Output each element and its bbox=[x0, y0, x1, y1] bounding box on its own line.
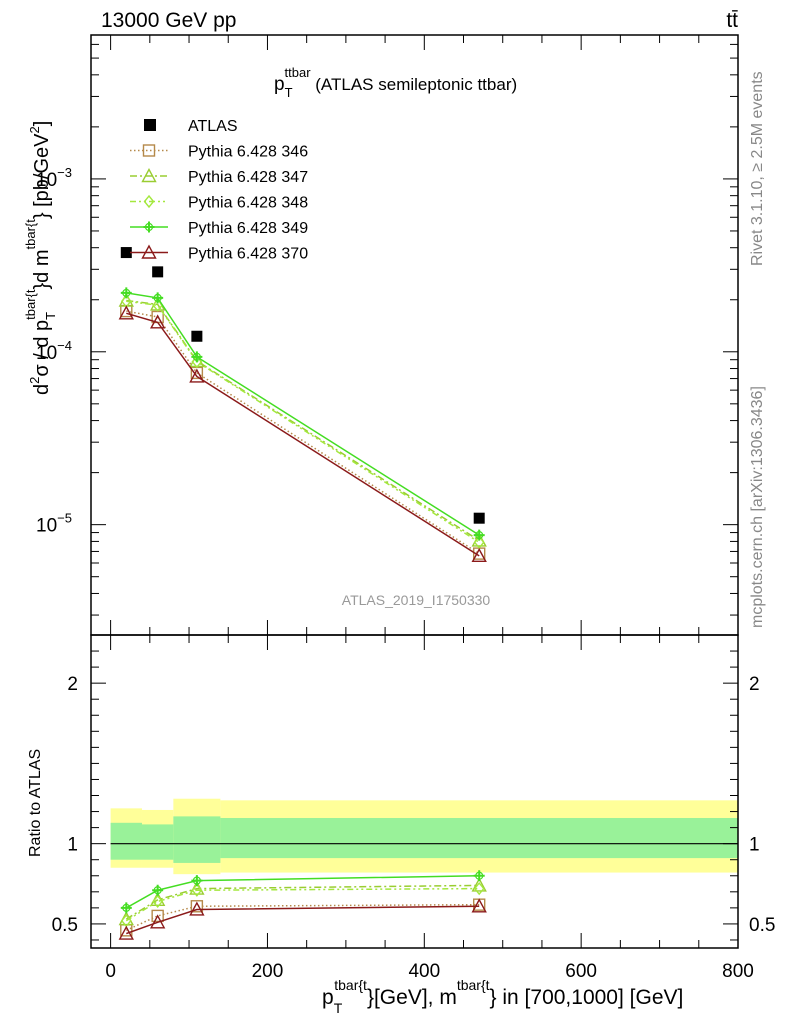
series-2-point-3 bbox=[473, 535, 485, 549]
series-4-point-2 bbox=[189, 368, 205, 383]
ratio-xtick-label-4: 800 bbox=[722, 961, 754, 982]
legend-label-0: Pythia 6.428 346 bbox=[188, 144, 308, 161]
band-green-1 bbox=[141, 824, 174, 860]
legend: ATLAS Pythia 6.428 346 Pythia 6.428 347 Pyt… bbox=[130, 118, 308, 263]
title-sup: ttbar bbox=[285, 65, 312, 80]
ratio-xlabel: pTtbar{t}[GeV], mtbar{t} in [700,1000] [… bbox=[322, 977, 683, 1016]
series-3-point-1-ring bbox=[153, 293, 162, 302]
series-4-point-0 bbox=[118, 305, 134, 320]
mcplots-label: mcplots.cern.ch [arXiv:1306.3436] bbox=[749, 386, 766, 628]
series-4-point-1 bbox=[149, 314, 166, 329]
band-green-0 bbox=[110, 822, 142, 860]
series-line-2 bbox=[126, 300, 480, 543]
band-green-3 bbox=[220, 817, 738, 859]
ratio-ylabel: Ratio to ATLAS bbox=[27, 749, 44, 857]
legend-label-2: Pythia 6.428 348 bbox=[188, 195, 308, 212]
ratio-line-3 bbox=[125, 875, 480, 909]
ratio-line-1 bbox=[125, 884, 480, 920]
title-rest: (ATLAS semileptonic ttbar) bbox=[311, 75, 518, 94]
main-panel: 10−3 10−4 10−5 pTttbar (ATLAS semileptonic… bbox=[23, 34, 739, 636]
legend-marker-4 bbox=[141, 244, 157, 259]
ratio-2-point-2 bbox=[191, 883, 203, 897]
legend-marker-2 bbox=[143, 194, 155, 209]
ratio-3-point-3-ring bbox=[475, 871, 484, 880]
legend-label-1: Pythia 6.428 347 bbox=[188, 169, 308, 186]
ratio-4-point-3 bbox=[471, 898, 487, 913]
ratio-3-point-1-ring bbox=[153, 886, 162, 895]
atlas-data-point-0 bbox=[120, 247, 132, 259]
ratio-line-2 bbox=[125, 887, 480, 922]
main-ytick-label-1: 10−4 bbox=[36, 338, 72, 364]
ratio-0-point-1 bbox=[151, 909, 164, 923]
main-ytick-label-0: 10−3 bbox=[36, 165, 72, 191]
series-3-point-3-ring bbox=[475, 531, 484, 540]
atlas-data-point-1 bbox=[152, 266, 164, 278]
series-line-1 bbox=[126, 299, 480, 542]
legend-label-4: Pythia 6.428 370 bbox=[188, 246, 308, 263]
legend-marker-0 bbox=[142, 144, 156, 157]
header-right: tt̄ bbox=[726, 9, 738, 32]
ratio-xtick-label-3: 600 bbox=[565, 961, 597, 982]
ratio-line-4 bbox=[126, 905, 480, 935]
plot-title: pTttbar (ATLAS semileptonic ttbar) bbox=[274, 65, 517, 100]
ratio-xtick-label-2: 400 bbox=[408, 961, 440, 982]
series-4-point-3 bbox=[471, 547, 487, 563]
title-sub: T bbox=[285, 85, 293, 100]
series-2-point-2 bbox=[191, 355, 203, 369]
ratio-ytick-label-right-1: 1 bbox=[749, 835, 760, 856]
ratio-ytick-label-right-2: 2 bbox=[749, 674, 760, 695]
legend-marker-1 bbox=[141, 168, 157, 183]
ratio-xtick-label-0: 0 bbox=[105, 961, 116, 982]
ratio-plot-area bbox=[110, 798, 738, 940]
ratio-ytick-label-right-0: 0.5 bbox=[749, 915, 775, 936]
ratio-2-point-1 bbox=[152, 894, 164, 909]
ratio-ytick-label-left-1: 1 bbox=[67, 835, 78, 856]
ratio-4-point-0 bbox=[118, 925, 134, 940]
main-ytick-label-2: 10−5 bbox=[36, 511, 72, 537]
main-axis-ticks: 10−3 10−4 10−5 bbox=[36, 35, 739, 635]
ratio-frame bbox=[90, 634, 739, 949]
ratio-ytick-label-left-0: 0.5 bbox=[52, 915, 78, 936]
ratio-panel: 0.5 0.5 1 1 2 2 0 200 400 600 800 Ratio to ATLAS p… bbox=[27, 634, 775, 1016]
analysis-watermark: ATLAS_2019_I1750330 bbox=[342, 592, 491, 608]
main-plot-area bbox=[118, 247, 487, 563]
ratio-3-point-2-ring bbox=[192, 876, 201, 885]
ratio-4-point-2 bbox=[189, 901, 205, 916]
ratio-line-0 bbox=[125, 903, 480, 932]
ratio-xtick-label-1: 200 bbox=[252, 961, 284, 982]
main-ylabel: d2σ / d pTtbar{t}d mtbar{t} [pb/GeV2] bbox=[23, 121, 58, 395]
header-left: 13000 GeV pp bbox=[101, 9, 236, 32]
rivet-label: Rivet 3.1.10, ≥ 2.5M events bbox=[749, 71, 766, 266]
ratio-axis-ticks: 0.5 0.5 1 1 2 2 0 200 400 600 800 bbox=[52, 634, 775, 982]
legend-label-atlas: ATLAS bbox=[188, 118, 238, 135]
title-p: p bbox=[274, 74, 285, 95]
series-3-point-0-ring bbox=[122, 288, 131, 298]
ratio-2-point-3 bbox=[473, 882, 485, 896]
legend-marker-3-ring bbox=[144, 222, 154, 232]
ratio-ytick-label-left-2: 2 bbox=[67, 674, 78, 695]
band-green-2 bbox=[173, 816, 221, 863]
atlas-data-point-2 bbox=[191, 330, 203, 342]
ratio-3-point-0-ring bbox=[122, 903, 131, 912]
series-line-3 bbox=[126, 292, 480, 536]
series-line-4 bbox=[126, 312, 480, 557]
ratio-1-point-3 bbox=[471, 877, 487, 892]
legend-label-3: Pythia 6.428 349 bbox=[188, 220, 308, 237]
series-line-0 bbox=[126, 310, 480, 555]
ratio-0-point-2 bbox=[190, 900, 204, 913]
ratio-4-point-1 bbox=[149, 914, 166, 929]
atlas-data-point-3 bbox=[473, 512, 485, 524]
series-3-point-2-ring bbox=[192, 352, 201, 361]
legend-marker-atlas bbox=[144, 119, 156, 131]
